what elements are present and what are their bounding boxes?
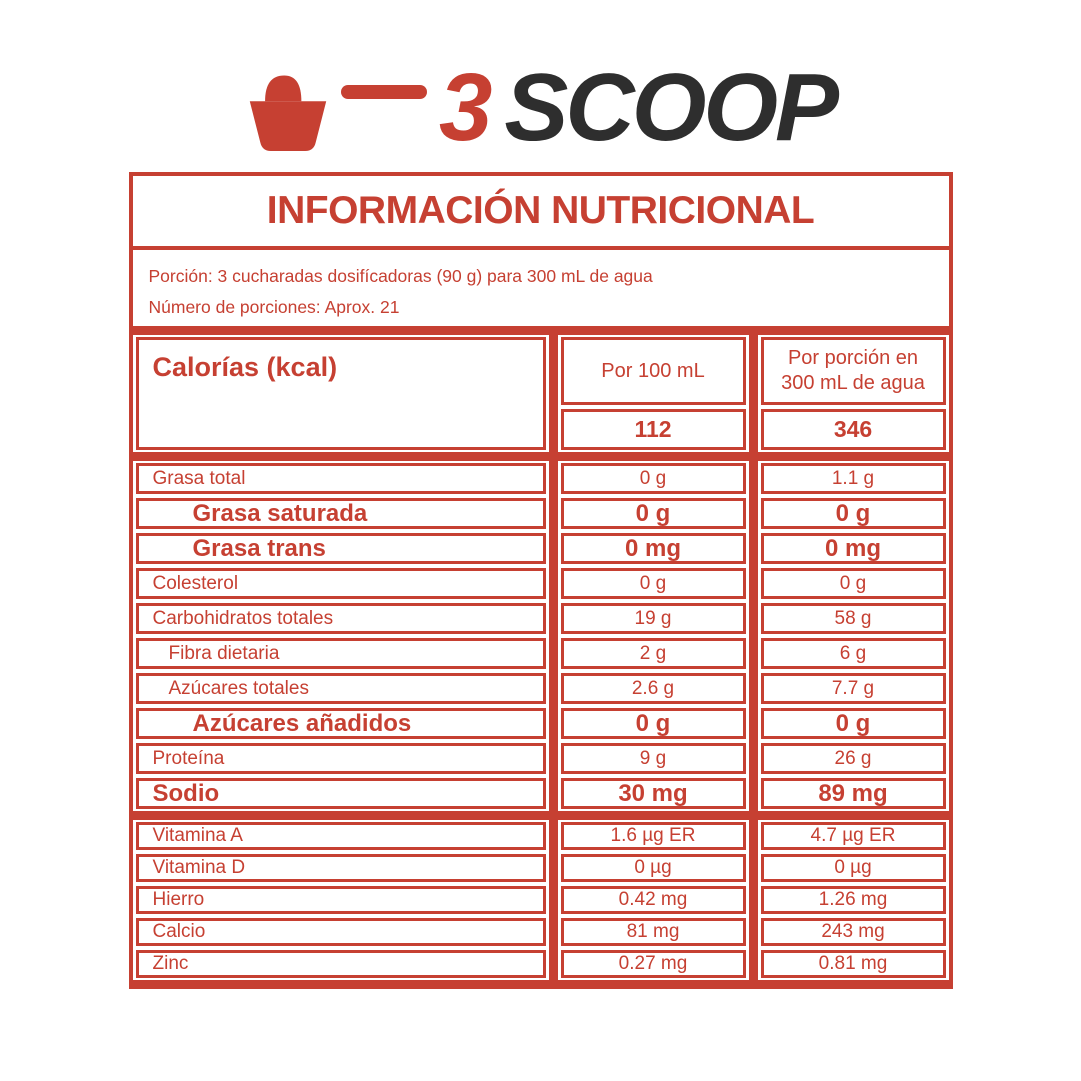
value-per-100ml: 2.6 g xyxy=(560,673,746,704)
value-per-serving: 1.26 mg xyxy=(760,886,946,914)
nutrient-row: Carbohidratos totales 19 g 58 g xyxy=(133,601,949,636)
value-per-serving: 89 mg xyxy=(760,778,946,809)
micronutrient-row: Hierro 0.42 mg 1.26 mg xyxy=(133,884,949,916)
section-divider xyxy=(132,326,949,335)
nutrient-row: Colesterol 0 g 0 g xyxy=(133,566,949,601)
value-per-100ml: 0.27 mg xyxy=(560,950,746,978)
nutrient-row: Grasa trans 0 mg 0 mg xyxy=(133,531,949,566)
value-per-serving: 58 g xyxy=(760,603,946,634)
scoop-count: 3 xyxy=(438,54,492,161)
nutrient-label: Grasa trans xyxy=(135,533,546,564)
scoop-cup-icon xyxy=(249,75,327,151)
serving-info: Porción: 3 cucharadas dosifícadoras (90 … xyxy=(133,250,949,326)
micronutrient-row: Calcio 81 mg 243 mg xyxy=(133,916,949,948)
calories-per-100ml: 112 xyxy=(560,409,746,450)
nutrient-label: Proteína xyxy=(135,743,546,774)
nutrient-row: Proteína 9 g 26 g xyxy=(133,741,949,776)
value-per-serving: 1.1 g xyxy=(760,463,946,494)
value-per-serving: 0 µg xyxy=(760,854,946,882)
section-divider xyxy=(132,811,949,820)
brand-logo: 3 SCOOP xyxy=(0,56,1081,160)
table-title: INFORMACIÓN NUTRICIONAL xyxy=(132,176,949,250)
nutrient-row: Grasa saturada 0 g 0 g xyxy=(133,496,949,531)
micronutrients-section: Vitamina A 1.6 µg ER 4.7 µg ER Vitamina … xyxy=(133,820,949,980)
nutrient-label: Sodio xyxy=(135,778,546,809)
calories-per-serving: 346 xyxy=(760,409,946,450)
micronutrient-label: Vitamina A xyxy=(135,822,546,850)
value-per-serving: 0 g xyxy=(760,708,946,739)
brand-name: SCOOP xyxy=(504,54,839,161)
nutrient-label: Colesterol xyxy=(135,568,546,599)
nutrients-section: Grasa total 0 g 1.1 g Grasa saturada 0 g… xyxy=(133,461,949,811)
nutrient-label: Fibra dietaria xyxy=(135,638,546,669)
value-per-100ml: 0 g xyxy=(560,463,746,494)
calories-label: Calorías (kcal) xyxy=(135,337,546,450)
value-per-100ml: 0.42 mg xyxy=(560,886,746,914)
value-per-100ml: 2 g xyxy=(560,638,746,669)
nutrient-row: Azúcares añadidos 0 g 0 g xyxy=(133,706,949,741)
serving-size-line: Porción: 3 cucharadas dosifícadoras (90 … xyxy=(148,266,653,286)
col-header-per-100ml: Por 100 mL xyxy=(560,337,746,405)
value-per-100ml: 81 mg xyxy=(560,918,746,946)
value-per-100ml: 9 g xyxy=(560,743,746,774)
value-per-100ml: 0 µg xyxy=(560,854,746,882)
value-per-100ml: 19 g xyxy=(560,603,746,634)
micronutrient-row: Vitamina A 1.6 µg ER 4.7 µg ER xyxy=(133,820,949,852)
column-divider xyxy=(548,335,558,980)
micronutrient-label: Hierro xyxy=(135,886,546,914)
value-per-serving: 0 g xyxy=(760,498,946,529)
value-per-100ml: 0 g xyxy=(560,708,746,739)
column-divider xyxy=(748,335,758,980)
servings-per-container-line: Número de porciones: Aprox. 21 xyxy=(148,296,400,317)
value-per-serving: 0 g xyxy=(760,568,946,599)
nutrient-label: Carbohidratos totales xyxy=(135,603,546,634)
value-per-100ml: 0 g xyxy=(560,568,746,599)
nutrient-label: Grasa saturada xyxy=(135,498,546,529)
nutrient-row: Grasa total 0 g 1.1 g xyxy=(133,461,949,496)
value-per-100ml: 30 mg xyxy=(560,778,746,809)
nutrient-label: Azúcares añadidos xyxy=(135,708,546,739)
nutrient-row: Fibra dietaria 2 g 6 g xyxy=(133,636,949,671)
nutrient-label: Grasa total xyxy=(135,463,546,494)
value-per-100ml: 0 mg xyxy=(560,533,746,564)
value-per-serving: 0.81 mg xyxy=(760,950,946,978)
value-per-100ml: 0 g xyxy=(560,498,746,529)
value-per-serving: 7.7 g xyxy=(760,673,946,704)
nutrient-row: Azúcares totales 2.6 g 7.7 g xyxy=(133,671,949,706)
nutrition-facts-table: INFORMACIÓN NUTRICIONAL Porción: 3 cucha… xyxy=(128,172,953,989)
value-per-100ml: 1.6 µg ER xyxy=(560,822,746,850)
nutrient-label: Azúcares totales xyxy=(135,673,546,704)
value-per-serving: 6 g xyxy=(760,638,946,669)
value-per-serving: 4.7 µg ER xyxy=(760,822,946,850)
micronutrient-label: Vitamina D xyxy=(135,854,546,882)
col-header-per-serving: Por porción en 300 mL de agua xyxy=(760,337,946,405)
micronutrient-row: Vitamina D 0 µg 0 µg xyxy=(133,852,949,884)
micronutrient-label: Zinc xyxy=(135,950,546,978)
nutrient-row: Sodio 30 mg 89 mg xyxy=(133,776,949,811)
calories-section: Calorías (kcal) Por 100 mL Por porción e… xyxy=(133,335,949,452)
value-per-serving: 243 mg xyxy=(760,918,946,946)
value-per-serving: 0 mg xyxy=(760,533,946,564)
section-divider xyxy=(132,452,949,461)
value-per-serving: 26 g xyxy=(760,743,946,774)
micronutrient-row: Zinc 0.27 mg 0.81 mg xyxy=(133,948,949,980)
scoop-handle-icon xyxy=(340,85,427,99)
table-body: Calorías (kcal) Por 100 mL Por porción e… xyxy=(132,335,949,980)
micronutrient-label: Calcio xyxy=(135,918,546,946)
